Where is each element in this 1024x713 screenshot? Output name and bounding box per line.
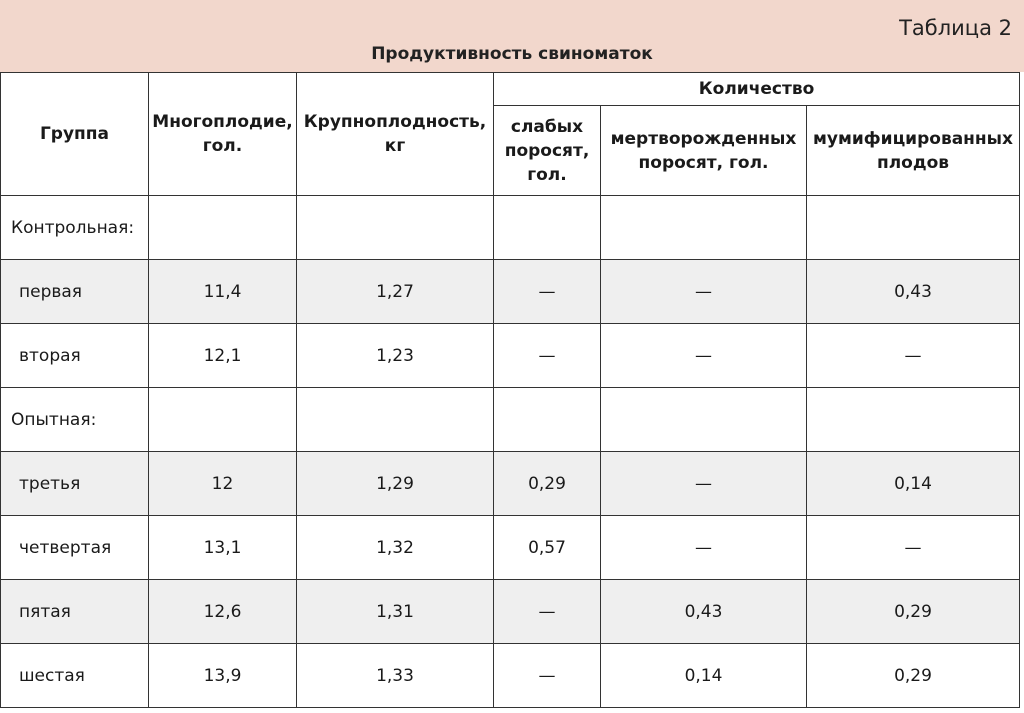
cell-weight: 1,31 (296, 579, 494, 644)
cell-weight: 1,23 (296, 323, 494, 388)
section-label: Контрольная: (0, 195, 149, 260)
cell-weight: 1,29 (296, 451, 494, 516)
cell-group: шестая (0, 643, 149, 708)
cell-weak: — (493, 259, 601, 324)
cell-multiple: 12 (148, 451, 297, 516)
table-row: четвертая 13,1 1,32 0,57 — — (0, 515, 1021, 580)
header-stillborn: мертворожденных поросят, гол. (600, 105, 807, 196)
cell-mummified: 0,43 (805, 259, 1021, 324)
cell-multiple: 11,4 (148, 259, 297, 324)
table-title: Продуктивность свиноматок (371, 44, 653, 64)
table-row: первая 11,4 1,27 — — 0,43 (0, 259, 1021, 324)
cell-group: пятая (0, 579, 149, 644)
header-weight: Крупноплодность, кг (296, 72, 494, 196)
cell-mummified: — (805, 515, 1021, 580)
header-group: Группа (0, 72, 149, 196)
table-row: шестая 13,9 1,33 — 0,14 0,29 (0, 643, 1021, 708)
cell-mummified: 0,14 (805, 451, 1021, 516)
cell-stillborn: 0,43 (600, 579, 807, 644)
cell-weak: 0,29 (493, 451, 601, 516)
cell-weight: 1,33 (296, 643, 494, 708)
cell-stillborn: — (600, 323, 807, 388)
header-weak: слабых поросят, гол. (493, 105, 601, 196)
cell-group: четвертая (0, 515, 149, 580)
cell-multiple: 13,1 (148, 515, 297, 580)
cell-group: вторая (0, 323, 149, 388)
cell-stillborn: — (600, 451, 807, 516)
cell-multiple: 12,1 (148, 323, 297, 388)
cell-stillborn: 0,14 (600, 643, 807, 708)
cell-weak: 0,57 (493, 515, 601, 580)
section-row-control: Контрольная: (0, 195, 1021, 260)
cell-weight: 1,27 (296, 259, 494, 324)
cell-stillborn: — (600, 515, 807, 580)
header-quantity: Количество (492, 72, 1021, 106)
cell-mummified: 0,29 (805, 579, 1021, 644)
cell-multiple: 12,6 (148, 579, 297, 644)
cell-weak: — (493, 643, 601, 708)
cell-mummified: 0,29 (805, 643, 1021, 708)
cell-group: первая (0, 259, 149, 324)
table-number-label: Таблица 2 (899, 16, 1012, 40)
table-row: вторая 12,1 1,23 — — — (0, 323, 1021, 388)
productivity-table: Группа Многоплодие, гол. Крупноплодность… (0, 72, 1021, 708)
table-row: третья 12 1,29 0,29 — 0,14 (0, 451, 1021, 516)
cell-group: третья (0, 451, 149, 516)
table-header-band: Таблица 2 Продуктивность свиноматок (0, 0, 1024, 72)
section-label: Опытная: (0, 387, 149, 452)
table-row: пятая 12,6 1,31 — 0,43 0,29 (0, 579, 1021, 644)
cell-weak: — (493, 323, 601, 388)
header-mummified: мумифицированных плодов (805, 105, 1021, 196)
cell-multiple: 13,9 (148, 643, 297, 708)
section-row-experimental: Опытная: (0, 387, 1021, 452)
cell-weight: 1,32 (296, 515, 494, 580)
cell-stillborn: — (600, 259, 807, 324)
header-multiple: Многоплодие, гол. (148, 72, 297, 196)
cell-weak: — (493, 579, 601, 644)
cell-mummified: — (805, 323, 1021, 388)
